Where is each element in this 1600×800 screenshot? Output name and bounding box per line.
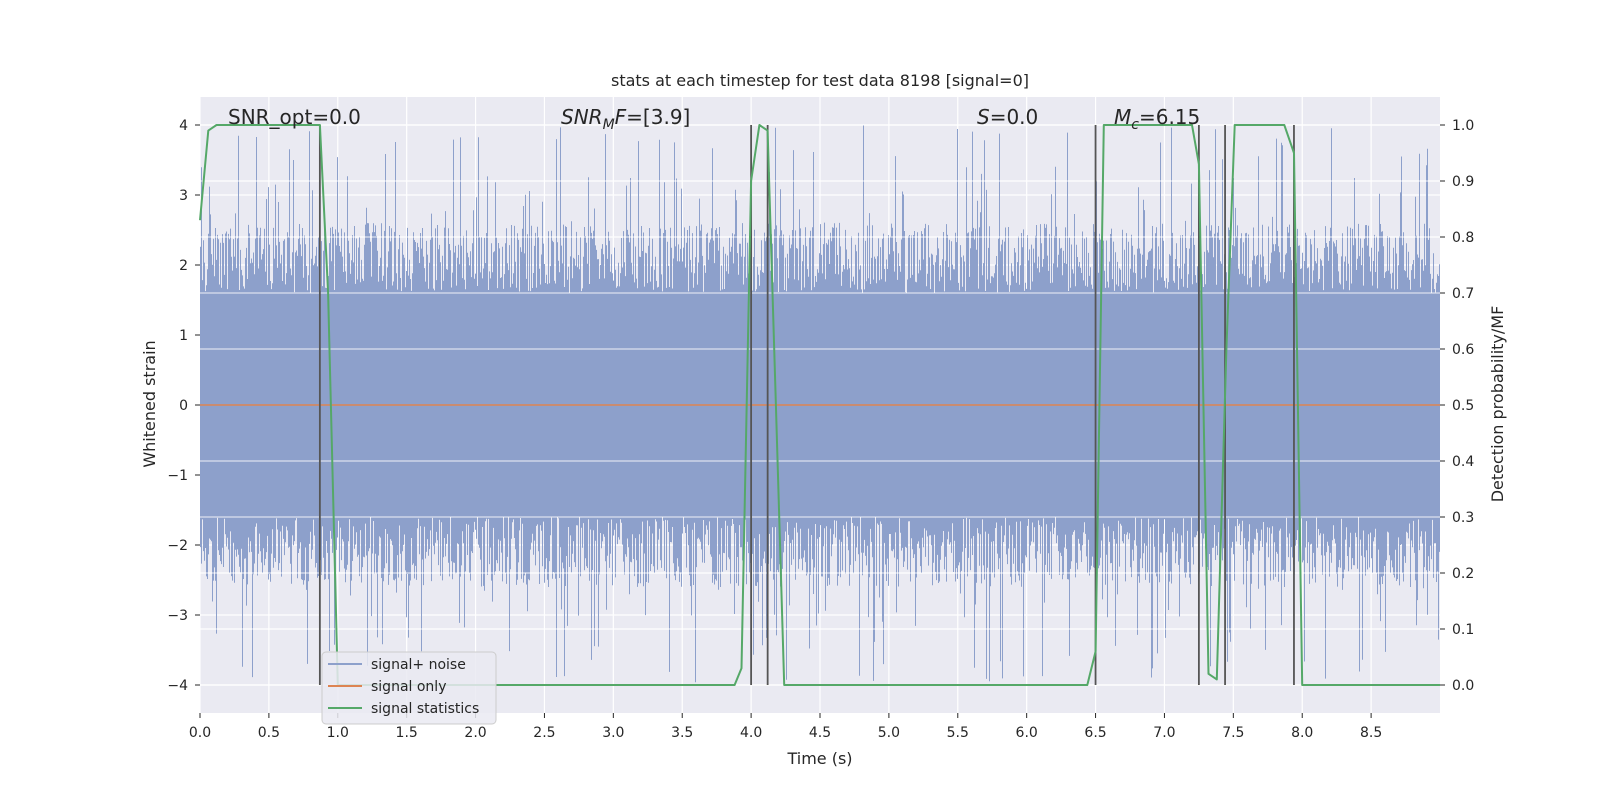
annotation-mc: Mc=6.15 xyxy=(1114,105,1200,133)
x-tick-label: 4.0 xyxy=(740,725,762,741)
y-tick-label-right: 0.2 xyxy=(1452,566,1474,582)
y-tick-label-right: 0.8 xyxy=(1452,230,1474,246)
y-tick-label-left: 2 xyxy=(179,258,188,274)
y-tick-label-left: −2 xyxy=(167,538,188,554)
y-axis-label-left: Whitened strain xyxy=(140,340,159,467)
y-tick-label-right: 0.5 xyxy=(1452,398,1474,414)
x-tick-label: 7.0 xyxy=(1153,725,1175,741)
x-tick-label: 7.5 xyxy=(1222,725,1244,741)
x-tick-label: 5.0 xyxy=(878,725,900,741)
x-tick-label: 3.0 xyxy=(602,725,624,741)
annotation-s: S=0.0 xyxy=(977,105,1038,129)
y-tick-label-right: 0.1 xyxy=(1452,622,1474,638)
y-tick-label-right: 0.4 xyxy=(1452,454,1474,470)
legend-label-signal-statistics: signal statistics xyxy=(371,701,479,717)
chart-title: stats at each timestep for test data 819… xyxy=(611,71,1029,90)
x-tick-label: 4.5 xyxy=(809,725,831,741)
x-tick-label: 8.0 xyxy=(1291,725,1313,741)
x-tick-label: 0.5 xyxy=(258,725,280,741)
y-tick-label-left: −1 xyxy=(167,468,188,484)
y-tick-label-left: −4 xyxy=(167,678,188,694)
legend: signal+ noise signal only signal statist… xyxy=(321,651,497,725)
x-tick-label: 6.5 xyxy=(1084,725,1106,741)
x-tick-label: 2.5 xyxy=(533,725,555,741)
legend-label-signal-noise: signal+ noise xyxy=(371,657,466,673)
annotation-snr-opt: SNR_opt=0.0 xyxy=(228,105,361,129)
y-axis-label-right: Detection probability/MF xyxy=(1488,306,1507,503)
y-tick-label-right: 0.0 xyxy=(1452,678,1474,694)
legend-box xyxy=(321,651,497,725)
y-tick-label-right: 0.3 xyxy=(1452,510,1474,526)
y-tick-label-left: 1 xyxy=(179,328,188,344)
x-tick-label: 5.5 xyxy=(947,725,969,741)
x-tick-label: 2.0 xyxy=(464,725,486,741)
y-tick-label-left: 4 xyxy=(179,118,188,134)
y-tick-label-left: 3 xyxy=(179,188,188,204)
y-tick-label-right: 1.0 xyxy=(1452,118,1474,134)
x-tick-label: 1.0 xyxy=(327,725,349,741)
x-tick-label: 0.0 xyxy=(189,725,211,741)
annotation-snr-mf: SNRMF=[3.9] xyxy=(561,105,690,133)
series-signal-statistics xyxy=(199,124,1440,686)
x-tick-label: 6.0 xyxy=(1016,725,1038,741)
y-tick-label-left: 0 xyxy=(179,398,188,414)
y-tick-label-left: −3 xyxy=(167,608,188,624)
x-tick-label: 8.5 xyxy=(1360,725,1382,741)
x-tick-label: 1.5 xyxy=(396,725,418,741)
y-tick-label-right: 0.9 xyxy=(1452,174,1474,190)
x-tick-label: 3.5 xyxy=(671,725,693,741)
legend-label-signal-only: signal only xyxy=(371,679,446,695)
x-axis-label: Time (s) xyxy=(786,749,852,768)
y-tick-label-right: 0.7 xyxy=(1452,286,1474,302)
y-tick-label-right: 0.6 xyxy=(1452,342,1474,358)
